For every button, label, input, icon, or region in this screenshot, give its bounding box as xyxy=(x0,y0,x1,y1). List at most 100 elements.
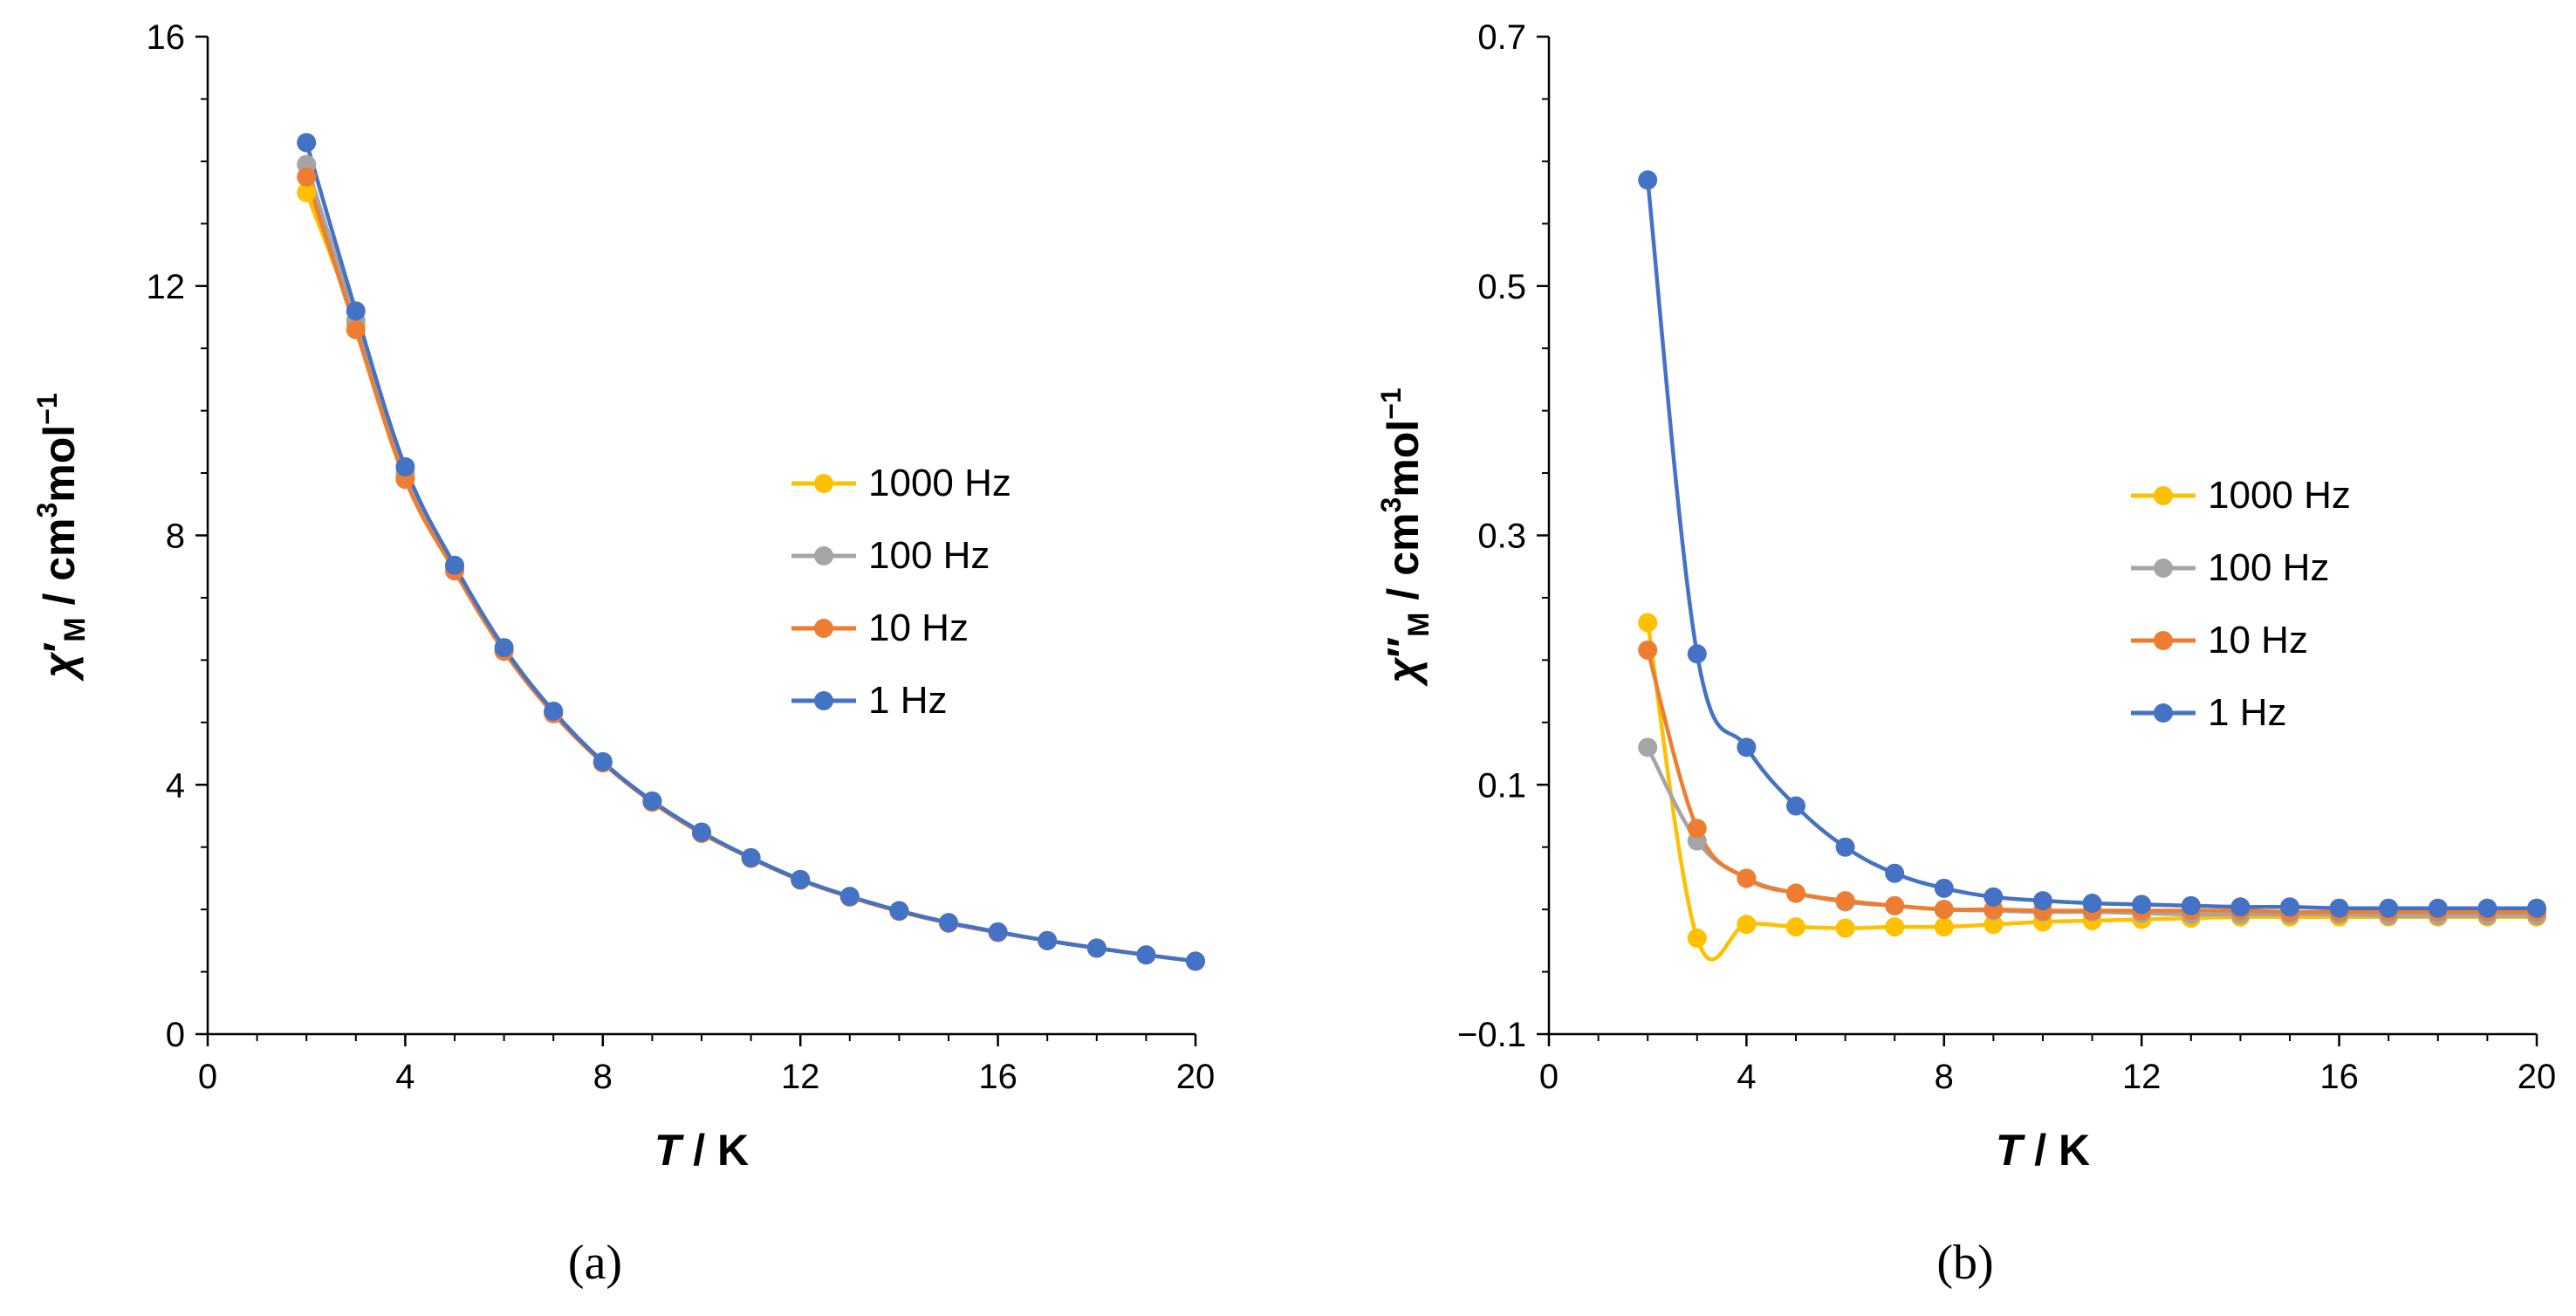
legend-label-1hz-a: 1 Hz xyxy=(868,679,947,722)
data-point-1hz-a xyxy=(494,638,514,658)
data-point-1hz-a xyxy=(445,555,464,575)
data-point-10hz-b xyxy=(1737,868,1757,888)
data-point-1hz-b xyxy=(1638,170,1658,190)
data-point-100hz-b xyxy=(1638,737,1658,757)
data-point-1hz-b xyxy=(1835,837,1855,857)
data-point-1hz-a xyxy=(544,701,564,721)
data-point-1hz-a xyxy=(297,133,317,153)
data-point-10hz-b xyxy=(1885,895,1905,915)
data-point-1000hz-b xyxy=(1638,613,1658,633)
series-line-1000hz-a xyxy=(305,191,1196,963)
legend-marker-1000hz-a xyxy=(814,474,833,493)
data-point-1hz-a xyxy=(939,913,958,933)
legend-marker-100hz-b xyxy=(2154,559,2173,578)
data-point-1hz-a xyxy=(692,822,711,842)
data-point-1000hz-b xyxy=(1687,928,1707,948)
data-point-1hz-b xyxy=(2280,897,2299,917)
data-point-1hz-a xyxy=(839,887,860,907)
y-tick-label-a: 4 xyxy=(166,766,185,805)
x-tick-label-a: 12 xyxy=(781,1058,820,1096)
data-point-1hz-b xyxy=(2329,898,2349,918)
data-point-1hz-b xyxy=(2527,898,2546,918)
data-point-1000hz-b xyxy=(1786,917,1805,937)
x-tick-label-b: 12 xyxy=(2122,1058,2162,1096)
caption-b: (b) xyxy=(1936,1236,1993,1290)
y-tick-label-b: 0.5 xyxy=(1477,268,1526,306)
series-line-10hz-b xyxy=(1646,649,2538,915)
data-point-1hz-a xyxy=(642,791,662,811)
series-line-1hz-b xyxy=(1645,180,2538,911)
legend-label-1000hz-a: 1000 Hz xyxy=(868,462,1011,504)
data-point-1hz-b xyxy=(1786,796,1805,816)
data-point-1hz-a xyxy=(395,456,415,476)
data-point-1hz-b xyxy=(1885,863,1905,883)
x-axis-label-a: T / K xyxy=(654,1126,749,1175)
legend-marker-10hz-b xyxy=(2154,631,2173,650)
x-tick-label-b: 20 xyxy=(2518,1058,2557,1096)
data-point-1000hz-b xyxy=(1835,918,1855,938)
caption-a: (a) xyxy=(568,1236,622,1290)
data-point-10hz-b xyxy=(1638,640,1658,660)
data-point-1hz-b xyxy=(1934,878,1954,898)
panel-b-chart: −0.1 0.1 0.3 0.5 0.7 0 4 8 12 16 20 T / K χ″M / cm3m… xyxy=(1375,18,2556,1175)
data-point-10hz-b xyxy=(1835,891,1855,911)
legend-label-10hz-b: 10 Hz xyxy=(2208,619,2308,661)
legend-label-1000hz-b: 1000 Hz xyxy=(2208,474,2351,517)
data-point-1000hz-a xyxy=(297,182,317,202)
data-point-1000hz-b xyxy=(1737,915,1757,935)
legend-label-10hz-a: 10 Hz xyxy=(868,607,969,649)
legend-label-100hz-a: 100 Hz xyxy=(868,534,990,577)
x-tick-label-a: 16 xyxy=(978,1058,1017,1096)
data-point-10hz-a xyxy=(346,319,366,339)
y-tick-label-b: −0.1 xyxy=(1457,1016,1526,1054)
y-axis-label-a: χ′M / cm3mol−1 xyxy=(31,393,92,682)
series-line-100hz-a xyxy=(305,163,1196,963)
data-point-1000hz-b xyxy=(1934,917,1954,937)
data-point-1hz-b xyxy=(1983,887,2004,907)
data-point-1hz-a xyxy=(1136,945,1156,965)
data-point-1hz-b xyxy=(1687,644,1707,664)
panel-a-chart: 0 4 8 12 16 0 4 8 12 16 20 T / K χ′M / cm3mol−1 1000 … xyxy=(31,18,1215,1175)
data-point-1hz-b xyxy=(2379,898,2399,918)
y-axis-label-b: χ″M / cm3mol−1 xyxy=(1375,387,1435,687)
data-point-1hz-a xyxy=(1038,930,1058,950)
data-point-1hz-b xyxy=(1737,737,1757,757)
legend-label-1hz-b: 1 Hz xyxy=(2208,691,2286,734)
data-point-1hz-b xyxy=(2230,897,2251,917)
data-point-1000hz-b xyxy=(1885,917,1905,937)
legend-marker-10hz-a xyxy=(814,619,833,638)
y-tick-label-a: 0 xyxy=(166,1016,185,1054)
svg-text:(a): (a) xyxy=(568,1236,622,1290)
y-tick-label-b: 0.7 xyxy=(1477,18,1526,57)
x-tick-label-b: 8 xyxy=(1935,1058,1954,1096)
legend-marker-1hz-a xyxy=(814,691,833,710)
data-point-1hz-b xyxy=(2181,895,2201,915)
data-point-10hz-b xyxy=(1934,900,1954,920)
x-tick-label-b: 0 xyxy=(1539,1058,1559,1096)
x-tick-label-b: 16 xyxy=(2319,1058,2359,1096)
x-tick-label-a: 4 xyxy=(395,1058,414,1096)
y-tick-label-a: 12 xyxy=(147,268,186,306)
x-tick-label-a: 0 xyxy=(198,1058,217,1096)
data-point-1hz-a xyxy=(988,922,1008,942)
series-line-10hz-a xyxy=(305,176,1196,963)
y-tick-label-b: 0.3 xyxy=(1477,517,1526,556)
data-point-1hz-a xyxy=(889,901,909,921)
data-point-1hz-b xyxy=(2428,898,2448,918)
legend-marker-100hz-a xyxy=(814,546,833,565)
x-axis-label-b: T / K xyxy=(1996,1126,2090,1175)
data-point-1hz-b xyxy=(2033,891,2052,911)
x-tick-label-a: 20 xyxy=(1176,1058,1216,1096)
data-point-1hz-a xyxy=(593,751,613,771)
data-point-10hz-b xyxy=(1786,883,1805,903)
data-point-1hz-a xyxy=(1086,938,1106,958)
data-point-1hz-a xyxy=(791,869,811,889)
data-point-1hz-a xyxy=(346,301,366,321)
y-tick-label-b: 0.1 xyxy=(1477,766,1526,805)
legend-label-100hz-b: 100 Hz xyxy=(2208,546,2329,589)
legend-marker-1hz-b xyxy=(2154,703,2173,723)
data-point-1hz-b xyxy=(2132,894,2152,915)
data-point-1000hz-b xyxy=(1983,915,2004,935)
x-tick-label-b: 4 xyxy=(1737,1058,1756,1096)
